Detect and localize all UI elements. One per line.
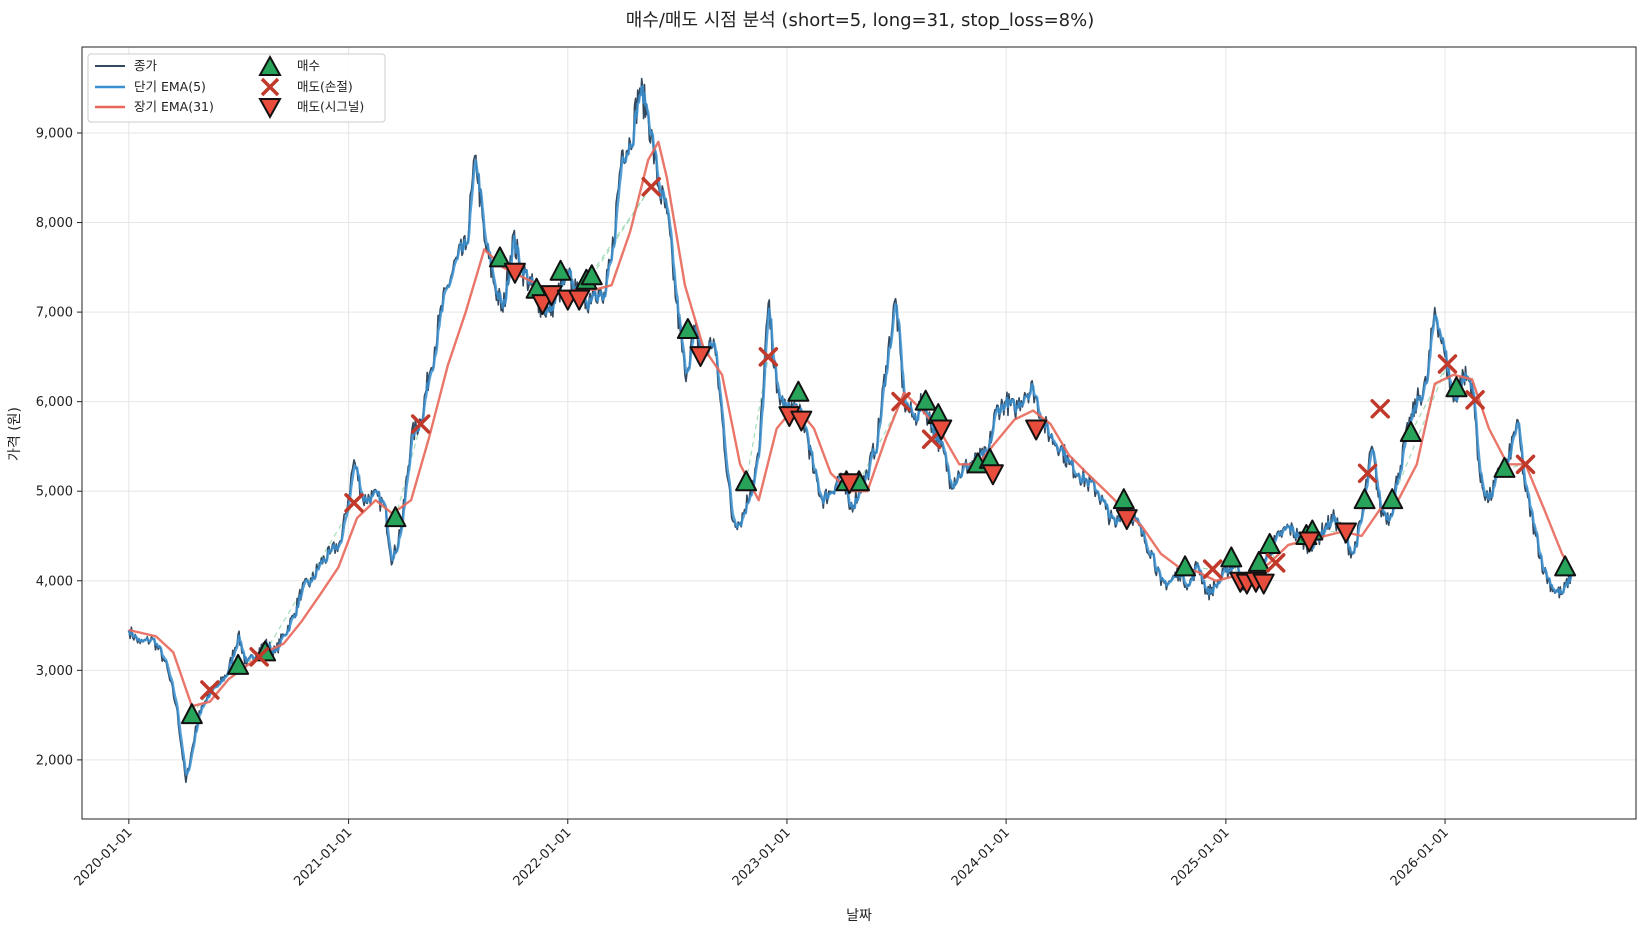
stop-loss-marker (1437, 354, 1458, 374)
x-tick-label: 2024-01-01 (949, 825, 1013, 889)
y-tick-label: 2,000 (36, 753, 73, 768)
buy-marker (180, 703, 203, 725)
legend-swatch-signal-sell (258, 98, 282, 120)
grid (82, 47, 1636, 819)
legend-label-stop-loss: 매도(손절) (297, 79, 353, 94)
signal-sell-marker (838, 473, 861, 495)
signal-sell-marker (930, 419, 953, 441)
close-price-line (128, 77, 1574, 784)
y-axis-label: 가격 (원) (7, 407, 23, 461)
plot-frame (81, 46, 1637, 820)
buy-marker (787, 380, 810, 402)
signal-sell-marker (540, 285, 563, 307)
buy-marker (1174, 555, 1197, 577)
signal-sell-marker (503, 262, 526, 284)
trade-link (591, 186, 652, 277)
buy-marker (1554, 555, 1577, 577)
legend-label-signal-sell: 매도(시그널) (297, 99, 364, 114)
stop-loss-marker (200, 680, 220, 700)
y-axis: 2,000 3,000 4,000 5,000 6,000 7,000 8,000 9,000 (36, 126, 82, 768)
x-tick-label: 2026-01-01 (1388, 825, 1452, 889)
signal-sell-marker (1025, 419, 1048, 441)
signal-sell-marker (790, 410, 813, 432)
legend: 종가 단기 EMA(5) 장기 EMA(31) 매수 매도(손절) 매도(시그널… (87, 53, 386, 123)
legend-label-close: 종가 (134, 58, 158, 73)
legend-swatch-stop-loss (260, 77, 280, 97)
ema-short-line (127, 85, 1574, 776)
buy-marker (549, 259, 572, 281)
buy-marker (914, 389, 937, 411)
trade-links (191, 186, 1526, 716)
x-tick-label: 2025-01-01 (1169, 825, 1233, 889)
legend-swatch-buy (258, 54, 282, 76)
y-tick-label: 3,000 (36, 664, 73, 679)
x-tick-label: 2020-01-01 (72, 825, 136, 889)
signal-sell-marker (531, 294, 554, 316)
stop-loss-marker (641, 176, 661, 197)
buy-marker (676, 318, 699, 340)
buy-marker (1220, 546, 1243, 568)
x-tick-label: 2023-01-01 (730, 825, 794, 889)
y-tick-label: 7,000 (36, 306, 73, 321)
stop-loss-marker (249, 647, 269, 667)
signal-sell-marker (689, 346, 712, 368)
buy-marker (1258, 532, 1281, 554)
buy-marker (1493, 456, 1516, 478)
y-tick-label: 6,000 (36, 395, 73, 410)
stop-loss-marker (410, 414, 431, 434)
stop-loss-marker (1370, 399, 1390, 419)
stop-loss-marker (1202, 559, 1223, 579)
stop-loss-marker (1515, 454, 1536, 475)
ema-long-line (128, 140, 1574, 708)
x-axis-label: 날짜 (846, 908, 872, 924)
markers-group (180, 176, 1577, 725)
trade-link (1410, 363, 1449, 434)
legend-box (87, 53, 386, 123)
stop-loss-marker (921, 429, 942, 450)
signal-sell-marker (981, 464, 1004, 486)
stop-loss-marker (1357, 463, 1378, 484)
signal-sell-marker (1252, 573, 1275, 595)
trade-link (745, 356, 769, 483)
signal-sell-marker (568, 289, 591, 311)
x-axis: 2020-01-01 2021-01-01 2022-01-01 2023-01-01… (72, 819, 1452, 889)
buy-marker (1399, 421, 1422, 442)
buy-marker (488, 246, 511, 268)
y-tick-label: 5,000 (36, 485, 73, 500)
signal-sell-marker (1115, 509, 1138, 531)
stop-loss-marker (1465, 390, 1485, 410)
y-tick-label: 9,000 (36, 126, 73, 141)
stop-loss-marker (758, 347, 779, 367)
x-tick-label: 2021-01-01 (291, 825, 355, 889)
buy-marker (1112, 488, 1135, 510)
buy-marker (1445, 376, 1468, 398)
stop-loss-marker (1265, 553, 1286, 573)
buy-marker (580, 264, 603, 286)
legend-label-ema-long: 장기 EMA(31) (134, 99, 214, 114)
series-group (127, 77, 1574, 784)
buy-marker (1381, 488, 1404, 510)
buy-marker (384, 506, 407, 528)
stop-loss-marker (891, 391, 911, 412)
chart-title: 매수/매도 시점 분석 (short=5, long=31, stop_loss… (626, 10, 1095, 31)
x-tick-label: 2022-01-01 (511, 825, 575, 889)
legend-label-ema-short: 단기 EMA(5) (134, 79, 206, 94)
trade-link (1391, 363, 1449, 501)
signal-sell-marker (1334, 522, 1357, 544)
buy-marker (735, 470, 758, 492)
signal-sell-marker (1298, 531, 1321, 553)
buy-marker (1353, 488, 1376, 510)
stop-loss-marker (344, 493, 364, 513)
trade-link (585, 186, 652, 282)
y-tick-label: 4,000 (36, 574, 73, 589)
buy-marker (227, 653, 250, 675)
legend-label-buy: 매수 (297, 58, 320, 73)
trade-link (264, 502, 355, 653)
buy-marker (1247, 550, 1270, 572)
y-tick-label: 8,000 (36, 216, 73, 231)
